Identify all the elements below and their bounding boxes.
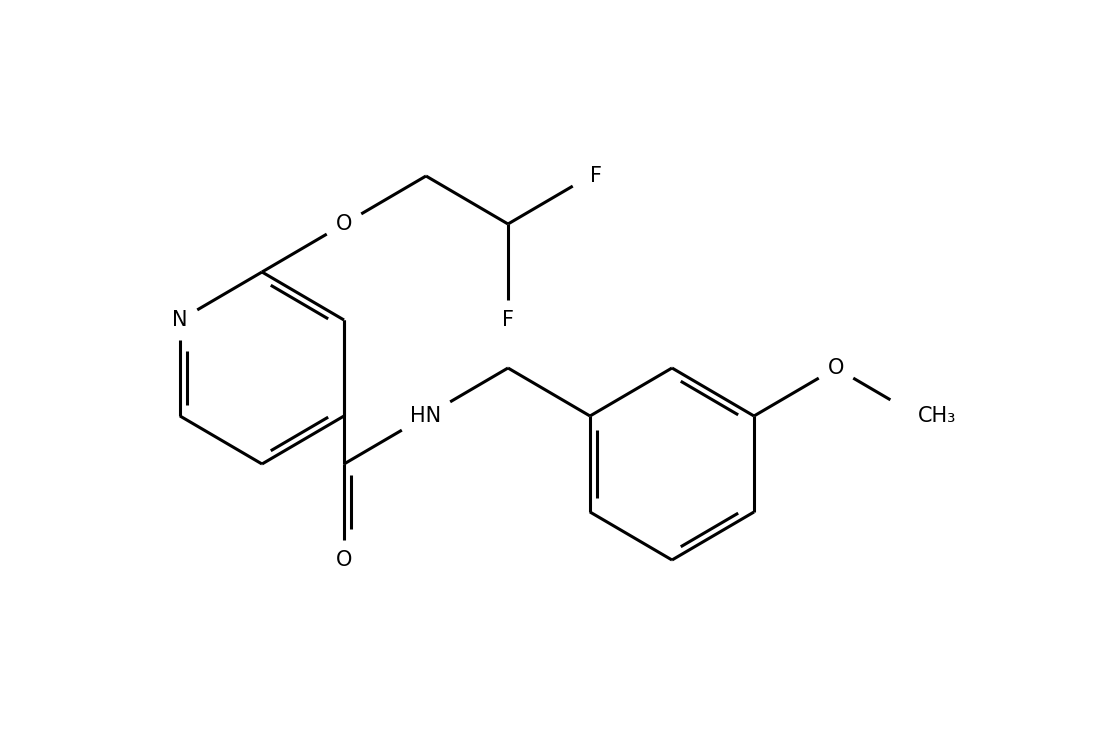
Text: O: O bbox=[336, 214, 353, 234]
Text: F: F bbox=[590, 166, 602, 186]
Text: F: F bbox=[503, 310, 514, 330]
Text: HN: HN bbox=[410, 406, 442, 426]
Text: CH₃: CH₃ bbox=[918, 406, 957, 426]
Text: N: N bbox=[172, 310, 187, 330]
Text: O: O bbox=[828, 358, 844, 378]
Text: O: O bbox=[336, 550, 353, 570]
